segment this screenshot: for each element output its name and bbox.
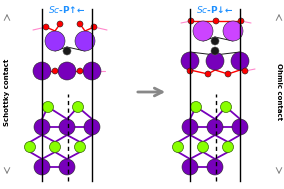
Circle shape xyxy=(211,37,219,45)
Circle shape xyxy=(238,18,244,24)
Circle shape xyxy=(33,62,51,80)
Circle shape xyxy=(182,159,198,175)
Circle shape xyxy=(43,101,53,112)
Circle shape xyxy=(232,119,248,135)
Circle shape xyxy=(242,68,248,74)
Circle shape xyxy=(191,101,202,112)
Text: $\it{Sc}$-P↓←: $\it{Sc}$-P↓← xyxy=(196,4,234,15)
Circle shape xyxy=(49,142,60,153)
Circle shape xyxy=(213,18,219,24)
Circle shape xyxy=(24,142,36,153)
Circle shape xyxy=(72,101,83,112)
Circle shape xyxy=(59,159,75,175)
Circle shape xyxy=(59,119,75,135)
Circle shape xyxy=(225,71,231,77)
Circle shape xyxy=(43,24,49,30)
Circle shape xyxy=(223,21,243,41)
Circle shape xyxy=(222,142,233,153)
Circle shape xyxy=(77,21,83,27)
Text: Ohmic contact: Ohmic contact xyxy=(276,64,282,121)
Circle shape xyxy=(45,31,65,51)
Circle shape xyxy=(172,142,183,153)
Circle shape xyxy=(207,159,223,175)
Circle shape xyxy=(91,24,97,30)
Circle shape xyxy=(52,68,58,74)
Circle shape xyxy=(84,119,100,135)
Circle shape xyxy=(181,52,199,70)
Text: Schottky contact: Schottky contact xyxy=(4,58,10,126)
Circle shape xyxy=(182,119,198,135)
Circle shape xyxy=(57,21,63,27)
Circle shape xyxy=(63,47,71,55)
Circle shape xyxy=(75,31,95,51)
Circle shape xyxy=(34,159,50,175)
Circle shape xyxy=(188,18,194,24)
Circle shape xyxy=(77,68,83,74)
Circle shape xyxy=(74,142,85,153)
Circle shape xyxy=(193,21,213,41)
Circle shape xyxy=(187,68,193,74)
Circle shape xyxy=(83,62,101,80)
Circle shape xyxy=(34,119,50,135)
Circle shape xyxy=(197,142,208,153)
Circle shape xyxy=(207,119,223,135)
Circle shape xyxy=(206,52,224,70)
Circle shape xyxy=(231,52,249,70)
Circle shape xyxy=(211,47,219,55)
Circle shape xyxy=(220,101,231,112)
Text: $\it{Sc}$-P↑←: $\it{Sc}$-P↑← xyxy=(48,4,86,15)
Circle shape xyxy=(205,71,211,77)
Circle shape xyxy=(58,62,76,80)
